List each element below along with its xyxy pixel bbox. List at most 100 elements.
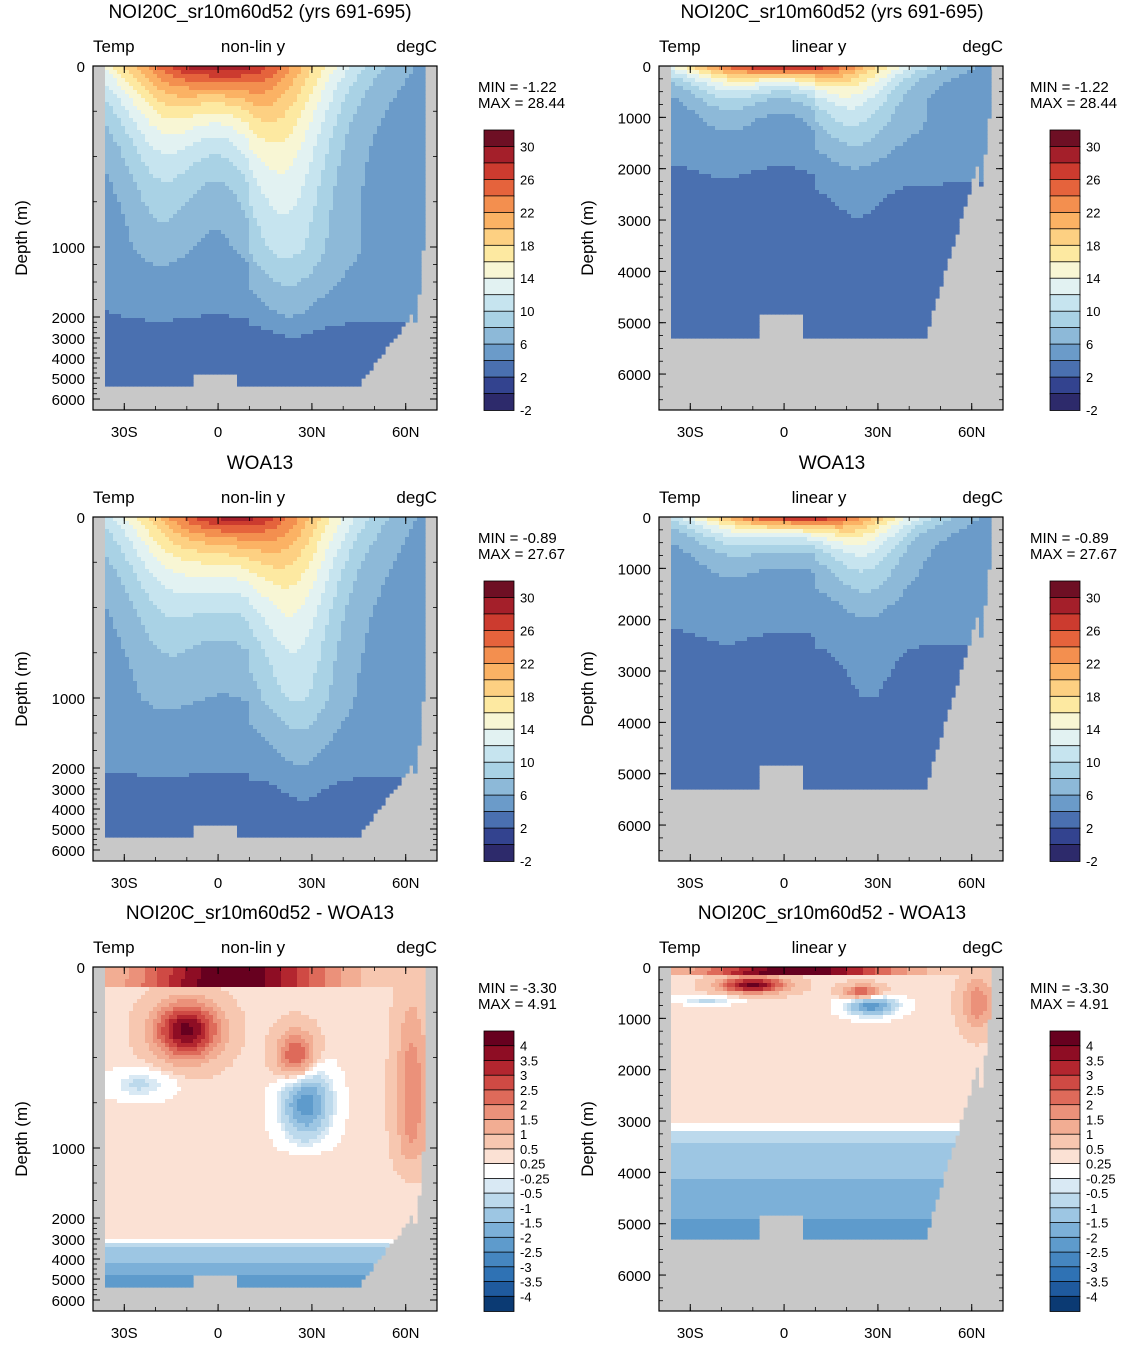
y-tick-label: 0 — [77, 960, 85, 977]
colorbar-swatch — [1050, 1193, 1080, 1208]
colorbar-swatch — [1050, 1119, 1080, 1134]
colorbar-label: 6 — [1086, 337, 1093, 352]
colorbar-swatch — [1050, 245, 1080, 262]
colorbar-label: 2 — [1086, 821, 1093, 836]
colorbar-label: -1 — [520, 1201, 532, 1216]
panel-title: WOA13 — [227, 453, 294, 474]
colorbar-label: -1.5 — [1086, 1216, 1108, 1231]
colorbar-swatch — [484, 1105, 514, 1120]
colorbar-swatch — [484, 713, 514, 730]
y-tick-label: 0 — [643, 960, 651, 977]
colorbar-swatch — [484, 295, 514, 312]
colorbar-swatch — [1050, 278, 1080, 295]
colorbar-swatch — [484, 311, 514, 328]
colorbar-swatch — [1050, 295, 1080, 312]
x-tick-label: 0 — [780, 1325, 788, 1342]
colorbar-label: 0.5 — [520, 1142, 538, 1157]
colorbar-swatch — [484, 729, 514, 746]
colorbar-swatch — [1050, 1090, 1080, 1105]
panel-title: NOI20C_sr10m60d52 (yrs 691-695) — [680, 2, 983, 23]
colorbar-swatch — [1050, 630, 1080, 647]
min-label: MIN = -3.30 — [1030, 980, 1109, 997]
colorbar-swatch — [1050, 828, 1080, 845]
x-tick-label: 0 — [214, 1325, 222, 1342]
y-axis-label: Depth (m) — [578, 651, 597, 727]
colorbar-swatch — [1050, 1031, 1080, 1046]
y-tick-label: 1000 — [52, 691, 85, 708]
y-tick-label: 3000 — [52, 331, 85, 348]
colorbar-swatch — [1050, 262, 1080, 279]
colorbar-swatch — [484, 1149, 514, 1164]
y-tick-label: 4000 — [52, 351, 85, 368]
min-label: MIN = -3.30 — [478, 980, 557, 997]
colorbar-swatch — [484, 1252, 514, 1267]
colorbar-label: 10 — [520, 304, 534, 319]
colorbar-swatch — [484, 1208, 514, 1223]
y-tick-label: 3000 — [618, 1114, 651, 1131]
colorbar-label: 22 — [1086, 656, 1100, 671]
x-tick-label: 0 — [780, 424, 788, 441]
colorbar-label: -0.25 — [520, 1171, 550, 1186]
colorbar-label: 3.5 — [1086, 1053, 1104, 1068]
colorbar-swatch — [484, 1075, 514, 1090]
colorbar-label: -2 — [520, 403, 532, 418]
colorbar-swatch — [484, 1046, 514, 1061]
colorbar-swatch — [484, 394, 514, 411]
scale-label: non-lin y — [221, 37, 286, 56]
colorbar-label: -2 — [520, 1230, 532, 1245]
x-tick-label: 30S — [111, 424, 138, 441]
colorbar-label: 10 — [520, 755, 534, 770]
x-tick-label: 30S — [111, 875, 138, 892]
colorbar-swatch — [484, 1267, 514, 1282]
colorbar-swatch — [484, 212, 514, 229]
colorbar-swatch — [1050, 311, 1080, 328]
y-tick-label: 1000 — [618, 1011, 651, 1028]
y-tick-label: 0 — [77, 510, 85, 527]
colorbar-swatch — [484, 647, 514, 664]
colorbar-swatch — [484, 696, 514, 713]
y-axis-label: Depth (m) — [12, 1101, 31, 1177]
colorbar-label: 30 — [520, 139, 534, 154]
colorbar-label: 2 — [520, 370, 527, 385]
colorbar-swatch — [1050, 179, 1080, 196]
colorbar-label: 6 — [1086, 788, 1093, 803]
variable-label: Temp — [659, 938, 701, 957]
colorbar-label: -0.25 — [1086, 1171, 1116, 1186]
colorbar-label: 18 — [520, 689, 534, 704]
y-tick-label: 4000 — [618, 264, 651, 281]
colorbar-label: -3 — [1086, 1260, 1098, 1275]
colorbar-swatch — [1050, 812, 1080, 829]
max-label: MAX = 27.67 — [1030, 546, 1117, 563]
y-tick-label: 1000 — [52, 240, 85, 257]
panel-title: NOI20C_sr10m60d52 - WOA13 — [698, 903, 966, 924]
y-tick-label: 2000 — [52, 1211, 85, 1228]
colorbar-label: 14 — [520, 722, 534, 737]
colorbar-swatch — [1050, 1282, 1080, 1297]
x-tick-label: 30N — [864, 875, 892, 892]
colorbar-swatch — [484, 1296, 514, 1311]
colorbar-label: 1 — [520, 1127, 527, 1142]
colorbar-swatch — [484, 828, 514, 845]
colorbar-label: -2 — [1086, 403, 1098, 418]
colorbar-label: 0.5 — [1086, 1142, 1104, 1157]
max-label: MAX = 27.67 — [478, 546, 565, 563]
y-tick-label: 5000 — [618, 767, 651, 784]
colorbar-label: 22 — [520, 656, 534, 671]
y-tick-label: 5000 — [52, 1272, 85, 1289]
units-label: degC — [962, 37, 1003, 56]
contour-field — [105, 66, 426, 387]
colorbar-swatch — [1050, 344, 1080, 361]
max-label: MAX = 4.91 — [1030, 996, 1109, 1013]
colorbar-label: 2 — [520, 821, 527, 836]
min-label: MIN = -1.22 — [1030, 79, 1109, 96]
y-tick-label: 2000 — [618, 613, 651, 630]
